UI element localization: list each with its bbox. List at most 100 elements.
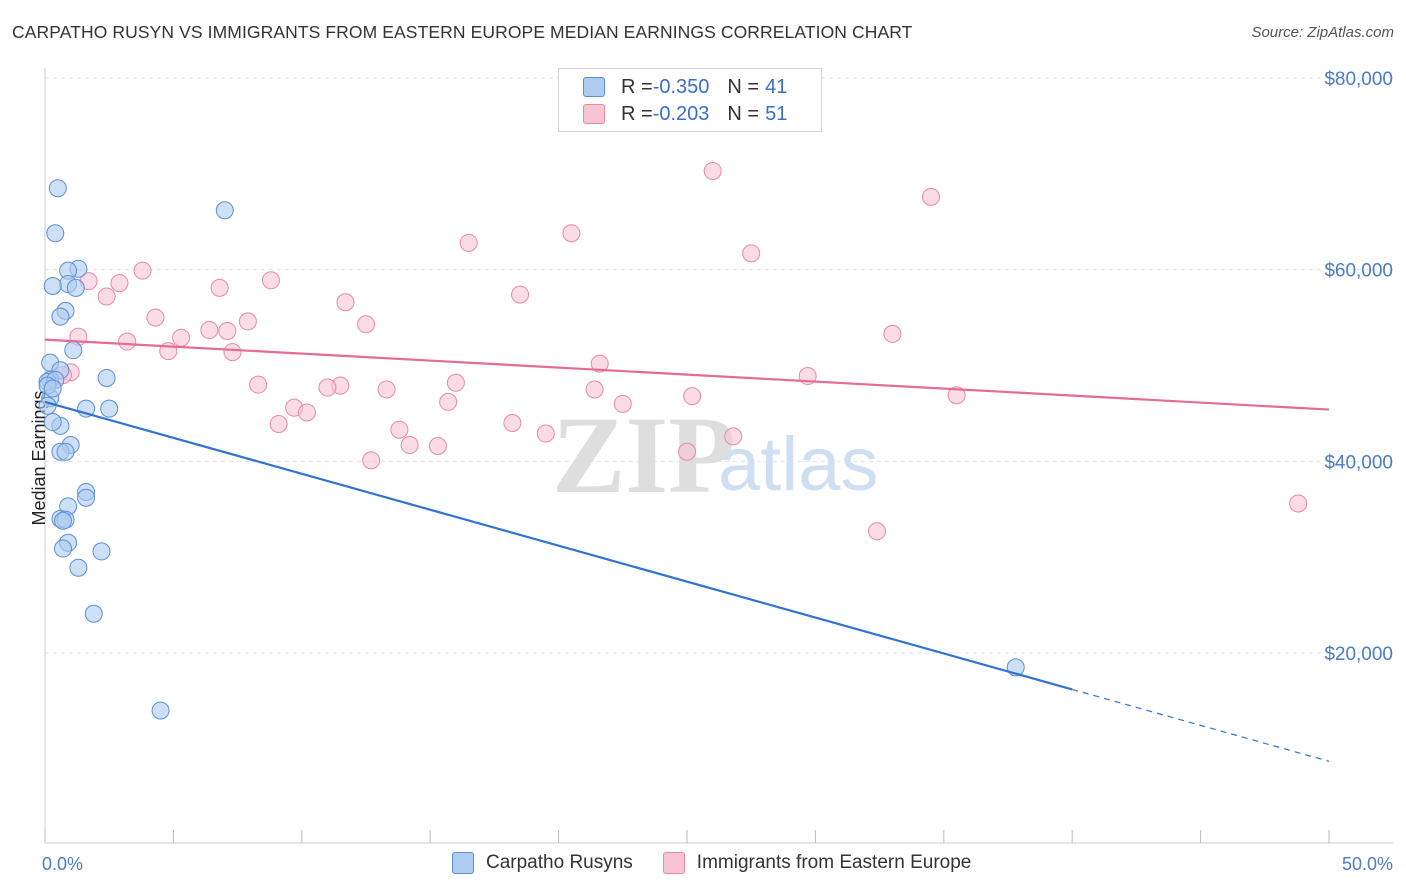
blue-trend-extension bbox=[1072, 688, 1330, 762]
pink-data-point bbox=[218, 322, 237, 340]
pink-data-point bbox=[362, 451, 381, 470]
pink-data-point bbox=[503, 414, 522, 432]
blue-data-point bbox=[92, 542, 111, 561]
blue-data-point bbox=[48, 179, 67, 198]
series-legend-swatch-blue bbox=[452, 852, 474, 874]
pink-data-point bbox=[146, 308, 165, 327]
pink-data-point bbox=[110, 274, 129, 293]
pink-data-point bbox=[97, 287, 116, 306]
watermark-atlas: atlas bbox=[718, 422, 879, 507]
blue-data-point bbox=[43, 413, 62, 432]
pink-data-point bbox=[703, 161, 722, 180]
legend-swatch-pink bbox=[583, 104, 605, 124]
pink-data-point bbox=[249, 375, 268, 394]
chart-title: CARPATHO RUSYN VS IMMIGRANTS FROM EASTER… bbox=[12, 22, 913, 42]
series-legend-item-blue: Carpatho Rusyns bbox=[452, 852, 633, 874]
series-legend-item-pink: Immigrants from Eastern Europe bbox=[662, 852, 972, 874]
pink-data-point bbox=[261, 271, 280, 290]
x-tick-label: 50.0% bbox=[1342, 854, 1393, 874]
y-tick-labels: $20,000 $40,000 $60,000 $80,000 bbox=[1324, 69, 1393, 665]
pink-data-point bbox=[536, 424, 555, 443]
pink-data-point bbox=[947, 386, 966, 405]
pink-data-point bbox=[613, 394, 632, 413]
series-legend: Carpatho Rusyns Immigrants from Eastern … bbox=[452, 852, 1001, 874]
pink-data-point bbox=[511, 285, 530, 304]
x-tick-labels: 0.0% 50.0% bbox=[42, 854, 1393, 874]
blue-data-point bbox=[151, 701, 170, 720]
blue-data-point bbox=[53, 511, 72, 530]
pink-data-point bbox=[336, 293, 355, 312]
pink-data-point bbox=[223, 343, 242, 362]
blue-data-point bbox=[43, 379, 62, 398]
pink-data-point bbox=[200, 321, 219, 340]
blue-data-point bbox=[77, 488, 96, 507]
legend-r-value-blue: -0.350 bbox=[652, 75, 710, 98]
pink-data-point bbox=[883, 324, 902, 343]
pink-data-point bbox=[357, 315, 375, 334]
pink-series-points bbox=[53, 161, 1308, 541]
series-legend-label-blue: Carpatho Rusyns bbox=[486, 852, 633, 873]
blue-data-point bbox=[84, 604, 103, 623]
blue-data-point bbox=[215, 201, 234, 220]
pink-data-point bbox=[742, 244, 761, 263]
pink-data-point bbox=[921, 187, 940, 206]
pink-data-point bbox=[238, 312, 257, 331]
blue-data-point bbox=[66, 278, 85, 297]
pink-data-point bbox=[118, 332, 137, 351]
blue-data-point bbox=[46, 224, 65, 243]
source-label: Source: ZipAtlas.com bbox=[1251, 24, 1394, 41]
legend-r-value-pink: -0.203 bbox=[652, 102, 710, 125]
pink-data-point bbox=[400, 436, 419, 455]
legend-n-value-pink: 51 bbox=[765, 102, 788, 125]
pink-data-point bbox=[172, 328, 191, 347]
blue-data-point bbox=[69, 558, 88, 577]
legend-row-blue: R = -0.350 N = 41 bbox=[583, 75, 787, 99]
blue-data-point bbox=[43, 276, 62, 295]
y-tick-label: $40,000 bbox=[1324, 452, 1393, 473]
pink-data-point bbox=[439, 392, 458, 411]
pink-trend-line bbox=[44, 338, 1330, 411]
blue-data-point bbox=[64, 341, 83, 360]
series-legend-swatch-pink bbox=[662, 852, 685, 874]
blue-data-point bbox=[38, 396, 57, 415]
pink-data-point bbox=[585, 380, 604, 399]
legend-r-label: R = bbox=[621, 102, 653, 125]
legend-row-pink: R = -0.203 N = 51 bbox=[583, 102, 787, 126]
pink-data-point bbox=[590, 354, 609, 373]
blue-data-point bbox=[100, 399, 119, 418]
pink-data-point bbox=[297, 403, 316, 422]
y-tick-label: $60,000 bbox=[1324, 261, 1393, 282]
blue-data-point bbox=[51, 307, 70, 326]
legend-swatch-blue bbox=[583, 77, 605, 97]
pink-data-point bbox=[428, 437, 447, 455]
pink-data-point bbox=[133, 261, 152, 280]
blue-data-point bbox=[56, 442, 75, 461]
pink-data-point bbox=[678, 442, 696, 461]
legend-n-value-blue: 41 bbox=[765, 75, 788, 98]
axes bbox=[44, 68, 1393, 844]
blue-series-points bbox=[38, 179, 1025, 720]
series-legend-label-pink: Immigrants from Eastern Europe bbox=[696, 852, 972, 873]
grid-lines bbox=[45, 77, 1393, 654]
x-tick-label: 0.0% bbox=[42, 854, 83, 874]
pink-data-point bbox=[724, 427, 743, 446]
legend-r-label: R = bbox=[621, 75, 653, 98]
trend-lines bbox=[44, 338, 1330, 762]
pink-data-point bbox=[1289, 494, 1308, 513]
y-tick-label: $80,000 bbox=[1324, 69, 1393, 90]
pink-data-point bbox=[390, 420, 409, 439]
blue-data-point bbox=[53, 539, 72, 558]
y-tick-label: $20,000 bbox=[1324, 644, 1393, 665]
pink-data-point bbox=[269, 414, 288, 433]
pink-data-point bbox=[446, 373, 465, 392]
blue-data-point bbox=[97, 368, 116, 387]
legend-n-label: N = bbox=[727, 75, 760, 98]
legend-n-label: N = bbox=[727, 102, 760, 125]
watermark-zip: ZIP bbox=[552, 394, 735, 516]
watermark: ZIP atlas bbox=[552, 394, 879, 516]
pink-data-point bbox=[459, 233, 478, 252]
pink-data-point bbox=[683, 387, 702, 406]
blue-trend-line bbox=[44, 400, 1073, 691]
pink-data-point bbox=[318, 378, 337, 397]
